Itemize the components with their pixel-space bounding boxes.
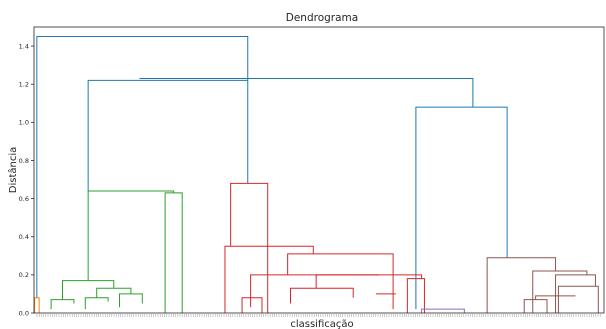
y-tick-label-3: 0.6 — [19, 195, 29, 203]
merge-link-2 — [87, 79, 249, 191]
merge-link-4 — [34, 297, 40, 313]
merge-link-26 — [557, 285, 599, 313]
merge-link-13 — [224, 245, 314, 313]
merge-link-24 — [555, 274, 596, 313]
merge-link-21 — [421, 308, 465, 313]
plot-frame — [33, 26, 605, 314]
y-tick-label-1: 0.2 — [19, 271, 29, 279]
merge-link-8 — [50, 299, 75, 310]
y-tick-label-5: 1.0 — [19, 119, 29, 127]
merge-link-9 — [96, 287, 132, 298]
merge-link-7 — [62, 280, 115, 300]
leaf-ticks — [36, 314, 601, 317]
x-axis-label: classificação — [290, 319, 353, 329]
merge-link-16 — [315, 274, 423, 289]
y-axis: 0.0 0.2 0.4 0.6 0.8 1.0 1.2 1.4 — [19, 42, 34, 317]
merge-link-25 — [535, 295, 576, 300]
merge-link-27 — [523, 299, 548, 313]
y-tick-label-4: 0.8 — [19, 157, 29, 165]
merge-link-11 — [119, 293, 143, 308]
dendrogram-links — [34, 36, 599, 313]
merge-link-22 — [486, 257, 557, 313]
merge-link-23 — [532, 270, 588, 313]
chart-title: Dendrograma — [286, 12, 358, 24]
y-tick-label-2: 0.4 — [19, 233, 29, 241]
y-tick-label-0: 0.0 — [19, 309, 29, 317]
merge-link-5 — [87, 190, 175, 281]
merge-link-20 — [241, 297, 263, 313]
merge-link-1 — [139, 77, 474, 108]
merge-link-17 — [290, 287, 354, 304]
merge-link-15 — [250, 274, 379, 308]
merge-link-0 — [36, 36, 249, 298]
merge-link-6 — [164, 192, 183, 313]
merge-link-10 — [84, 297, 109, 310]
y-tick-label-6: 1.2 — [19, 81, 29, 89]
y-axis-label: Distância — [7, 147, 19, 193]
merge-link-19 — [406, 278, 425, 313]
merge-link-3 — [415, 106, 508, 310]
y-tick-label-7: 1.4 — [19, 42, 29, 50]
merge-link-12 — [230, 182, 269, 313]
merge-link-14 — [287, 253, 394, 310]
